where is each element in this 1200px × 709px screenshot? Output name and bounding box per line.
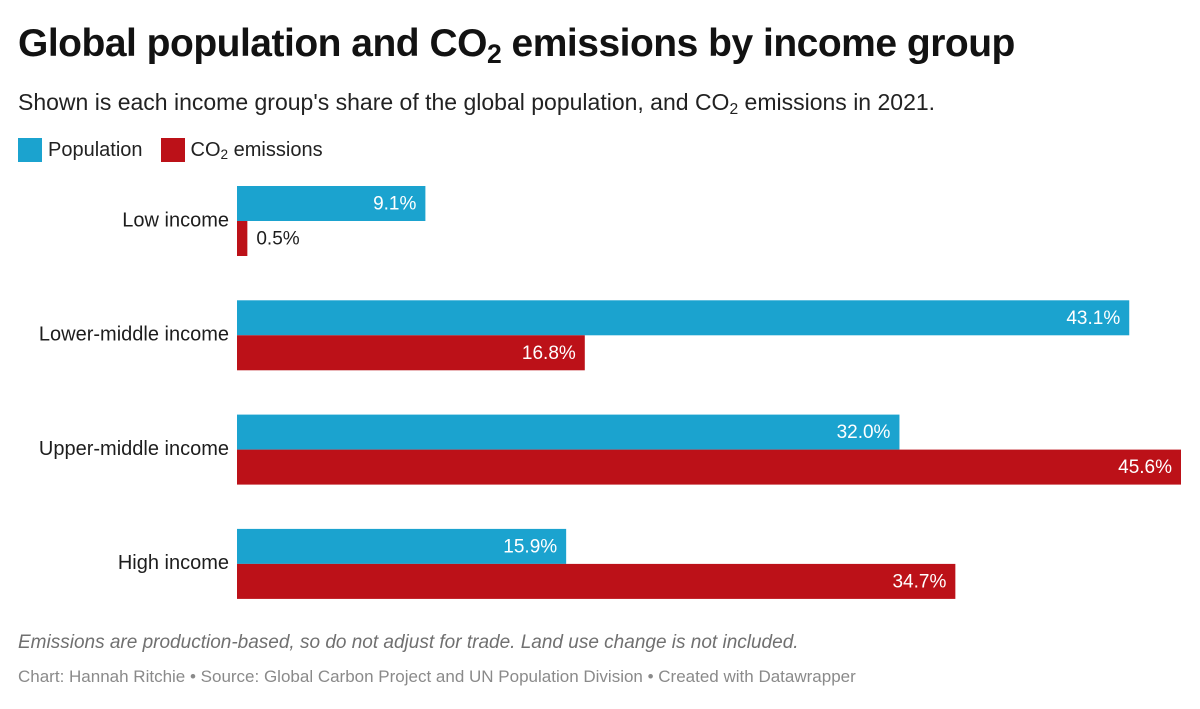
title-text-start: Global population and CO <box>18 22 487 65</box>
legend-co2-text-end: emissions <box>228 138 323 161</box>
legend-label-population: Population <box>48 138 143 161</box>
title-text-end: emissions by income group <box>501 22 1016 65</box>
bar-population-high-income <box>237 528 567 564</box>
category-label-low-income: Low income <box>122 209 229 231</box>
category-label-lower-middle-income: Lower-middle income <box>39 324 229 346</box>
chart-subtitle: Shown is each income group's share of th… <box>18 89 936 119</box>
value-label-population-high-income: 15.9% <box>503 536 557 557</box>
value-label-population-low-income: 9.1% <box>373 194 416 215</box>
legend-item-population: Population <box>18 138 143 162</box>
legend-item-co2: CO2 emissions <box>160 138 323 163</box>
legend-label-co2: CO2 emissions <box>190 138 323 163</box>
legend-co2-subscript: 2 <box>220 147 229 163</box>
chart-legend: Population CO2 emissions <box>18 138 341 162</box>
legend-swatch-co2 <box>160 138 185 162</box>
bar-co2-lower-middle-income <box>237 335 585 371</box>
bar-co2-low-income <box>237 221 248 256</box>
title-subscript: 2 <box>486 39 502 70</box>
value-label-co2-upper-middle-income: 45.6% <box>1118 457 1172 478</box>
subtitle-text-start: Shown is each income group's share of th… <box>18 89 730 115</box>
chart-note: Emissions are production-based, so do no… <box>18 632 799 653</box>
bar-chart: Low income 9.1% 0.5% Lower-middle income 43.… <box>39 186 1181 599</box>
value-label-co2-lower-middle-income: 16.8% <box>522 343 576 364</box>
chart-title: Global population and CO2 emissions by i… <box>18 22 1016 70</box>
bar-population-lower-middle-income <box>237 300 1130 336</box>
subtitle-text-end: emissions in 2021. <box>738 89 936 115</box>
category-label-upper-middle-income: Upper-middle income <box>39 438 229 460</box>
category-label-high-income: High income <box>118 552 229 574</box>
bar-population-upper-middle-income <box>237 414 900 450</box>
bar-population-low-income <box>237 186 426 221</box>
bar-co2-high-income <box>237 563 956 599</box>
chart-credit: Chart: Hannah Ritchie • Source: Global C… <box>18 667 856 686</box>
bar-co2-upper-middle-income <box>237 449 1181 485</box>
value-label-population-lower-middle-income: 43.1% <box>1066 308 1120 329</box>
value-label-co2-low-income: 0.5% <box>256 229 299 250</box>
legend-swatch-population <box>18 138 42 162</box>
value-label-population-upper-middle-income: 32.0% <box>837 422 891 443</box>
value-label-co2-high-income: 34.7% <box>892 571 946 592</box>
legend-co2-text-start: CO <box>190 138 221 161</box>
subtitle-subscript: 2 <box>729 101 739 119</box>
